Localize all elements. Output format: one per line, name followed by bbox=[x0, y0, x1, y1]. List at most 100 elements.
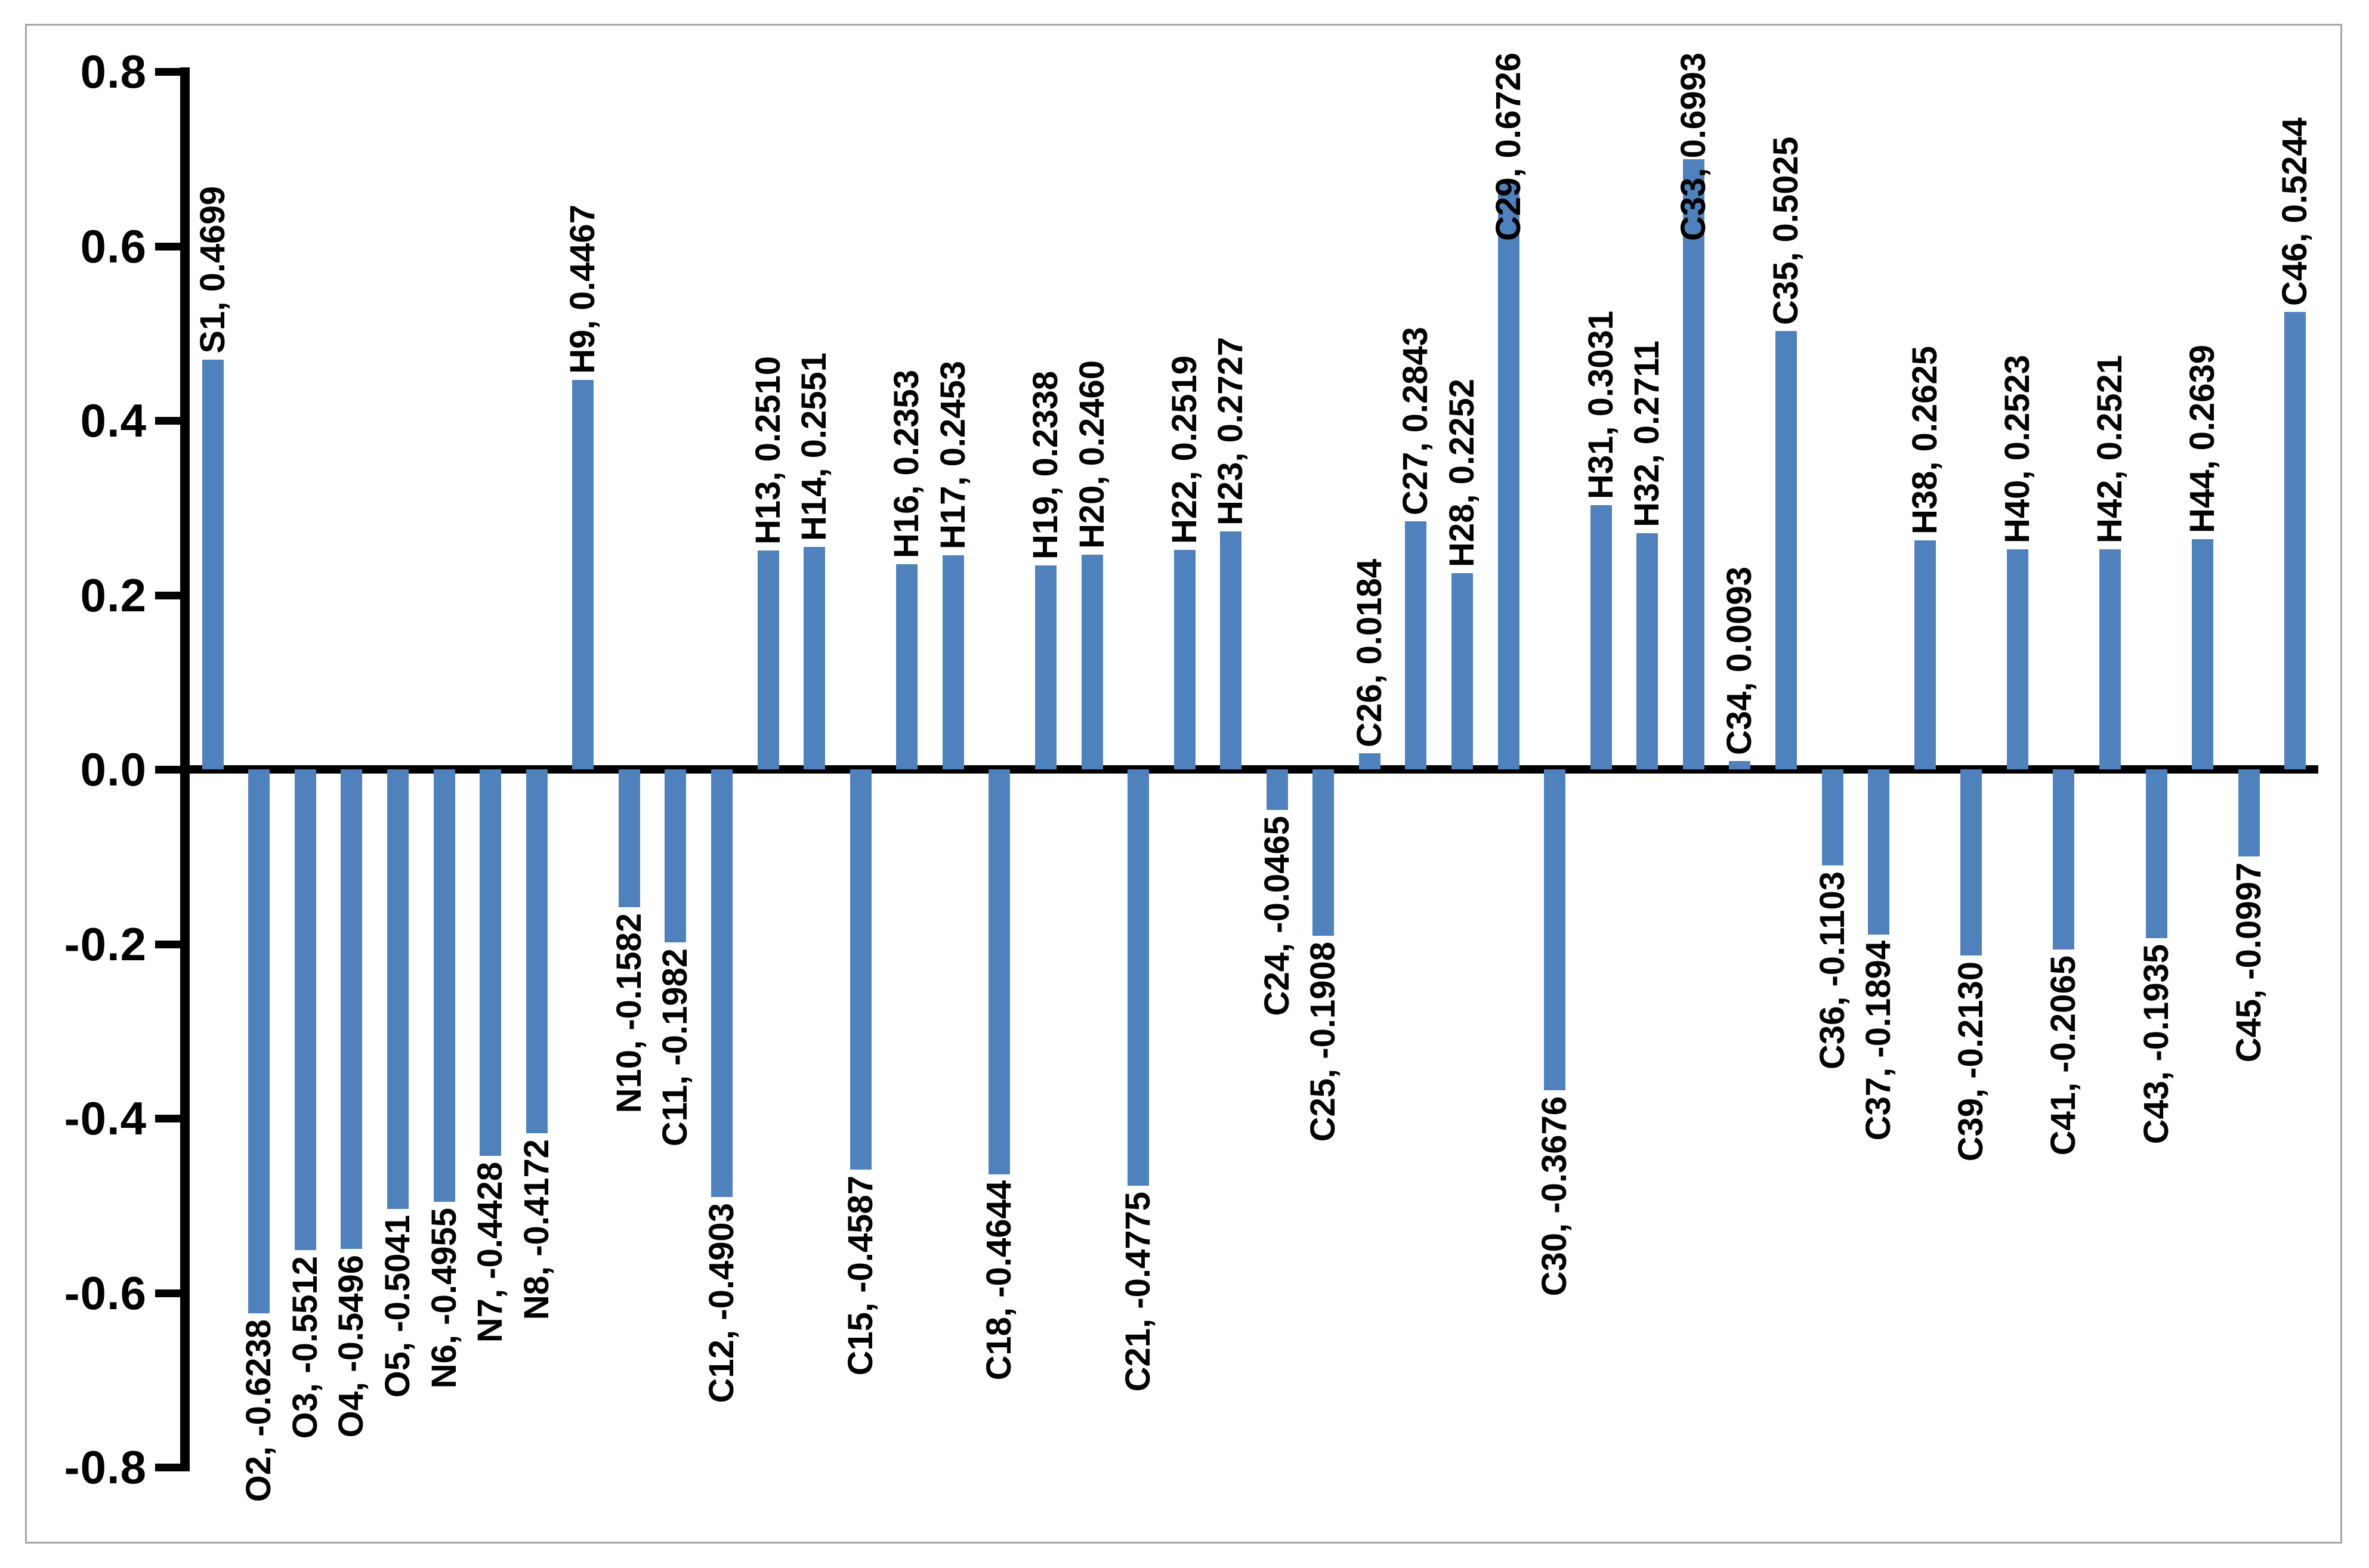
plot-border bbox=[25, 24, 2342, 1544]
bar bbox=[1034, 565, 1057, 769]
bar bbox=[1636, 533, 1658, 769]
y-tick-mark bbox=[155, 417, 190, 425]
bar-value-label: C21, -0.4775 bbox=[1119, 1192, 1158, 1392]
bar bbox=[896, 564, 918, 769]
bar bbox=[526, 769, 548, 1134]
bar-value-label: C27, 0.2843 bbox=[1396, 327, 1435, 516]
bar bbox=[1544, 769, 1566, 1090]
bar bbox=[2053, 769, 2075, 950]
bar-value-label: H22, 0.2519 bbox=[1165, 355, 1204, 544]
bar bbox=[248, 769, 270, 1314]
bar bbox=[2006, 549, 2028, 769]
y-tick-mark bbox=[155, 766, 190, 774]
y-tick-mark bbox=[155, 242, 190, 250]
bar bbox=[2284, 312, 2306, 769]
y-tick-label: 0.6 bbox=[80, 219, 147, 273]
y-tick-mark bbox=[155, 68, 190, 76]
y-tick-mark bbox=[155, 1115, 190, 1122]
bar bbox=[480, 769, 502, 1156]
bar-value-label: O4, -0.5496 bbox=[332, 1254, 371, 1438]
bar bbox=[387, 769, 409, 1210]
bar bbox=[757, 550, 779, 769]
bar bbox=[1220, 531, 1242, 769]
bar bbox=[294, 769, 316, 1251]
bar bbox=[711, 769, 733, 1198]
bar-value-label: C45, -0.0997 bbox=[2229, 862, 2268, 1063]
bar-value-label: C11, -0.1982 bbox=[656, 948, 695, 1146]
bar-value-label: O3, -0.5512 bbox=[285, 1256, 325, 1439]
bar bbox=[1590, 505, 1612, 769]
bar-value-label: C30, -0.3676 bbox=[1535, 1096, 1574, 1296]
x-axis-zero-line bbox=[190, 765, 2318, 774]
bar bbox=[1914, 540, 1936, 769]
y-tick-mark bbox=[155, 591, 190, 599]
bar bbox=[1081, 555, 1103, 769]
bar bbox=[1497, 183, 1519, 769]
bar bbox=[1312, 769, 1335, 936]
bar bbox=[1451, 573, 1474, 769]
bar-value-label: N8, -0.4172 bbox=[517, 1139, 556, 1320]
bar-value-label: H19, 0.2338 bbox=[1026, 371, 1065, 560]
bar-value-label: S1, 0.4699 bbox=[193, 186, 232, 354]
bar-value-label: H44, 0.2639 bbox=[2183, 345, 2222, 534]
bar-value-label: H42, 0.2521 bbox=[2090, 355, 2129, 544]
bar bbox=[1358, 753, 1380, 769]
bar bbox=[942, 555, 964, 769]
y-tick-mark bbox=[155, 1464, 190, 1471]
bar-value-label: H38, 0.2625 bbox=[1905, 346, 1944, 535]
bar-value-label: H9, 0.4467 bbox=[563, 204, 603, 374]
bar-value-label: N10, -0.1582 bbox=[609, 913, 648, 1114]
bar bbox=[572, 379, 594, 769]
bar-value-label: C29, 0.6726 bbox=[1488, 52, 1528, 242]
bar-value-label: C34, 0.0093 bbox=[1720, 567, 1759, 756]
bar bbox=[850, 769, 872, 1170]
bar-value-label: C35, 0.5025 bbox=[1766, 137, 1805, 326]
bar-value-label: H16, 0.2353 bbox=[887, 369, 926, 558]
bar-value-label: H17, 0.2453 bbox=[933, 361, 972, 550]
y-tick-label: 0.0 bbox=[80, 743, 147, 796]
bar bbox=[1173, 549, 1196, 769]
bar-value-label: C43, -0.1935 bbox=[2136, 944, 2176, 1145]
bar bbox=[1405, 521, 1427, 769]
bar-value-label: C15, -0.4587 bbox=[841, 1175, 880, 1376]
bar bbox=[804, 546, 826, 769]
bar-value-label: N7, -0.4428 bbox=[471, 1161, 510, 1343]
bar-value-label: C12, -0.4903 bbox=[702, 1203, 741, 1403]
bar bbox=[1775, 331, 1797, 769]
y-tick-label: -0.8 bbox=[64, 1441, 147, 1493]
y-tick-label: 0.2 bbox=[80, 568, 147, 621]
bar bbox=[1868, 769, 1890, 935]
y-tick-label: 0.4 bbox=[80, 394, 147, 447]
bar-value-label: C37, -0.1894 bbox=[1859, 940, 1898, 1141]
bar bbox=[1729, 761, 1751, 769]
y-tick-mark bbox=[155, 940, 190, 948]
bar-value-label: C33, 0.6993 bbox=[1673, 52, 1713, 242]
bar-value-label: H31, 0.3031 bbox=[1581, 310, 1620, 499]
y-tick-label: -0.6 bbox=[64, 1266, 147, 1319]
bar-value-label: H40, 0.2523 bbox=[1997, 354, 2037, 544]
bar-value-label: H20, 0.2460 bbox=[1072, 360, 1111, 549]
bar-value-label: O5, -0.5041 bbox=[378, 1215, 418, 1398]
bar-value-label: O2, -0.6238 bbox=[239, 1319, 279, 1502]
bar bbox=[989, 769, 1011, 1175]
bar bbox=[618, 769, 640, 908]
bar-value-label: C36, -0.1103 bbox=[1812, 871, 1852, 1070]
y-tick-label: -0.4 bbox=[64, 1092, 147, 1145]
bar-value-label: C26, 0.0184 bbox=[1349, 559, 1389, 748]
bar bbox=[1960, 769, 1982, 955]
bar bbox=[433, 769, 455, 1202]
bar-value-label: H14, 0.2551 bbox=[795, 352, 834, 541]
y-tick-label: 0.8 bbox=[80, 45, 147, 98]
bar bbox=[665, 769, 687, 942]
bar bbox=[2238, 769, 2260, 856]
bar bbox=[202, 359, 224, 769]
bar bbox=[1821, 769, 1843, 866]
bar-value-label: C41, -0.2065 bbox=[2044, 955, 2083, 1156]
bar-value-label: C46, 0.5244 bbox=[2275, 117, 2315, 307]
y-tick-label: -0.2 bbox=[64, 917, 147, 970]
bar-value-label: H23, 0.2727 bbox=[1211, 337, 1250, 526]
bar bbox=[1266, 769, 1288, 810]
bar bbox=[1682, 159, 1704, 769]
bar-value-label: H13, 0.2510 bbox=[748, 355, 787, 545]
